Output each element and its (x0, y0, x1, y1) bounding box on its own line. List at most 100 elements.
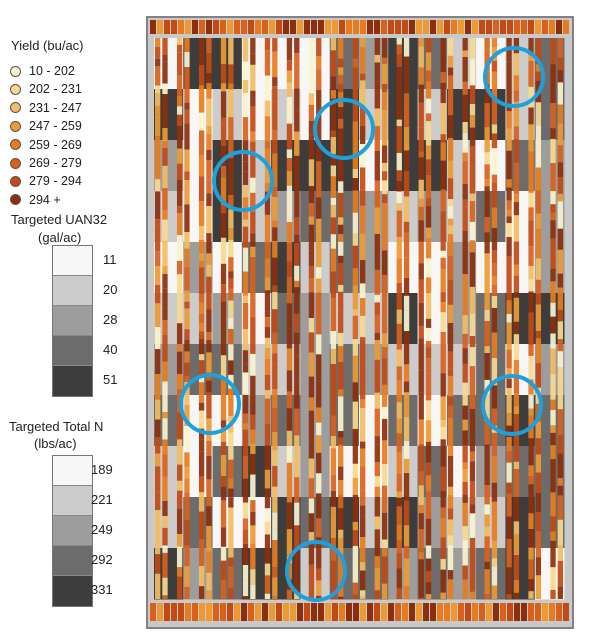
treatment-plot (388, 293, 419, 345)
yield-segment (462, 114, 468, 123)
yield-segment (220, 546, 227, 561)
yield-segment (220, 166, 227, 178)
yield-segment (491, 385, 498, 409)
yield-segment (250, 429, 256, 444)
yield-segment (330, 389, 337, 416)
yield-segment (220, 486, 227, 501)
yield-segment (447, 99, 454, 116)
yield-segment (162, 38, 168, 55)
yield-segment (264, 182, 271, 192)
yield-segment (155, 38, 161, 48)
yield-segment (242, 565, 249, 580)
yield-segment (338, 181, 344, 193)
yield-segment (447, 455, 454, 466)
yield-segment (206, 590, 212, 599)
yield-legend-item: 202 - 231 (10, 80, 82, 98)
yield-segment (338, 557, 344, 583)
yield-segment (462, 184, 468, 194)
yield-segment (206, 340, 212, 353)
yield-swatch-icon (10, 175, 21, 187)
yield-segment (228, 194, 234, 210)
yield-segment (176, 38, 183, 45)
yield-segment (447, 55, 454, 68)
treatment-plot (388, 140, 419, 192)
yield-segment (198, 38, 205, 66)
yield-segment (250, 569, 256, 585)
yield-segment (462, 589, 468, 599)
yield-segment (272, 353, 278, 365)
yield-segment (528, 107, 534, 125)
uan-ramp-swatch (53, 336, 92, 366)
yield-segment (557, 162, 563, 178)
yield-segment (557, 545, 563, 561)
yield-segment (220, 399, 227, 421)
yield-segment (491, 207, 498, 228)
yield-segment (360, 441, 366, 449)
treatment-plot (388, 497, 419, 549)
yield-segment (396, 170, 402, 182)
yield-segment (250, 474, 256, 501)
yield-segment (155, 136, 161, 154)
yield-segment (272, 364, 278, 390)
yield-segment (491, 124, 498, 134)
uan-ramp-label: 11 (103, 252, 117, 267)
yield-segment (330, 38, 337, 51)
headland-segment (297, 603, 303, 621)
yield-segment (440, 373, 446, 397)
treatment-plot (300, 38, 331, 90)
yield-segment (513, 592, 520, 599)
yield-segment (206, 98, 212, 126)
yield-segment (403, 310, 410, 332)
yield-segment (330, 490, 337, 507)
yield-segment (403, 525, 410, 547)
headland-segment (458, 20, 464, 34)
yield-segment (316, 595, 322, 599)
yield-segment (396, 119, 402, 127)
uan-legend-title: Targeted UAN32 (11, 212, 108, 227)
yield-segment (294, 313, 300, 322)
yield-segment (528, 355, 534, 380)
headland-segment (290, 20, 296, 34)
yield-segment (162, 516, 168, 528)
yield-segment (330, 234, 337, 249)
yield-segment (425, 373, 432, 401)
yield-segment (381, 464, 388, 486)
yield-segment (557, 478, 563, 486)
yield-segment (286, 97, 293, 124)
yield-segment (242, 478, 249, 503)
yield-segment (418, 84, 424, 103)
yield-segment (396, 54, 402, 68)
yield-segment (396, 433, 402, 453)
yield-segment (264, 327, 271, 338)
headland-segment (360, 20, 366, 34)
yield-segment (220, 420, 227, 428)
yield-segment (198, 176, 205, 202)
yield-segment (228, 497, 234, 508)
yield-segment (184, 52, 190, 68)
totaln-color-ramp (52, 455, 93, 607)
yield-segment (528, 86, 534, 108)
yield-segment (316, 114, 322, 140)
yield-segment (198, 511, 205, 540)
yield-segment (228, 360, 234, 375)
yield-segment (506, 280, 512, 301)
yield-segment (155, 266, 161, 285)
headland-segment (157, 603, 163, 621)
yield-segment (155, 219, 161, 226)
yield-segment (264, 593, 271, 599)
yield-segment (294, 550, 300, 569)
yield-segment (506, 187, 512, 201)
yield-segment (338, 362, 344, 390)
yield-segment (198, 112, 205, 131)
yield-segment (286, 205, 293, 223)
yield-segment (242, 543, 249, 566)
yield-segment (206, 455, 212, 480)
yield-segment (425, 341, 432, 348)
yield-segment (184, 425, 190, 453)
yield-segment (469, 481, 476, 505)
highlight-circle (481, 374, 543, 436)
yield-segment (469, 38, 476, 60)
treatment-plot (212, 497, 243, 549)
yield-segment (440, 142, 446, 161)
yield-segment (381, 131, 388, 146)
